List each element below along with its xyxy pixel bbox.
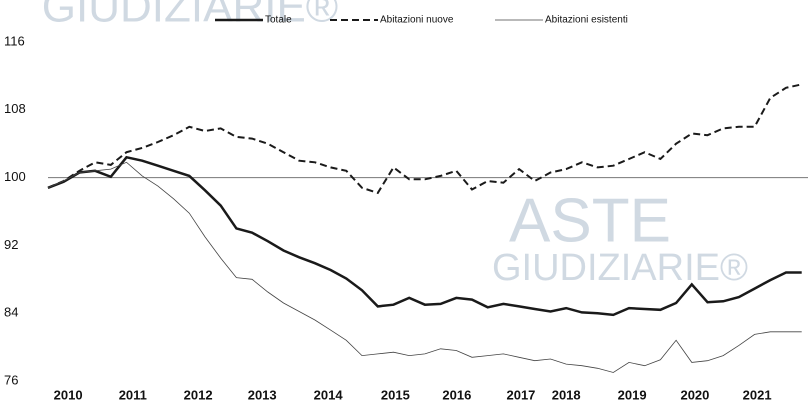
x-tick-label: 2012: [184, 387, 213, 402]
y-tick-label: 108: [4, 101, 26, 116]
x-tick-label: 2015: [381, 387, 410, 402]
y-tick-label: 92: [4, 237, 18, 252]
legend-label: Abitazioni nuove: [380, 15, 454, 26]
watermark: ASTE: [509, 186, 671, 255]
chart: GIUDIZIARIE®ASTEGIUDIZIARIE®768492100108…: [0, 0, 808, 405]
legend-label: Totale: [265, 15, 292, 26]
data-line: [48, 157, 802, 315]
x-tick-label: 2019: [618, 387, 647, 402]
y-tick-label: 100: [4, 169, 26, 184]
x-tick-label: 2011: [119, 387, 147, 402]
x-tick-label: 2013: [248, 387, 277, 402]
y-tick-label: 84: [4, 305, 18, 320]
x-tick-label: 2014: [314, 387, 344, 402]
x-tick-label: 2018: [552, 387, 581, 402]
x-tick-label: 2021: [743, 387, 772, 402]
legend-label: Abitazioni esistenti: [545, 15, 628, 26]
data-line: [48, 84, 802, 192]
x-tick-label: 2017: [506, 387, 535, 402]
x-tick-label: 2010: [54, 387, 83, 402]
y-tick-label: 116: [4, 33, 25, 48]
x-tick-label: 2020: [680, 387, 709, 402]
watermark: GIUDIZIARIE®: [42, 0, 338, 32]
x-tick-label: 2016: [442, 387, 471, 402]
y-tick-label: 76: [4, 372, 18, 387]
watermark: GIUDIZIARIE®: [492, 247, 748, 289]
